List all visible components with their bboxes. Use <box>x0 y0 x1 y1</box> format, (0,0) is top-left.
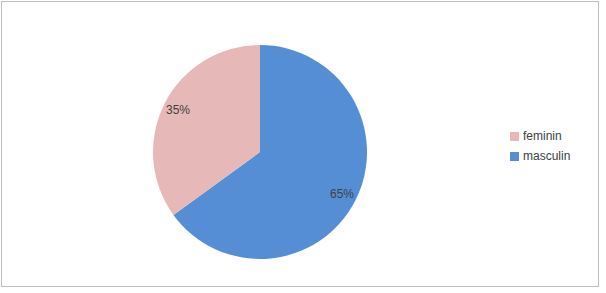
html-text:masculin: masculin <box>523 149 571 163</box>
svg-text:65%: 65% <box>330 187 354 201</box>
svg-text:35%: 35% <box>166 103 190 117</box>
html-text:feminin: feminin <box>523 129 562 143</box>
